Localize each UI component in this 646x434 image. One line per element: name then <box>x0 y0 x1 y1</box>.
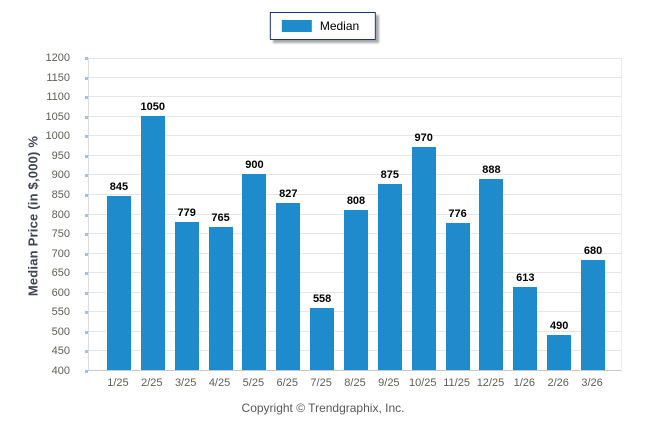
gridline <box>89 193 621 195</box>
x-axis-tick-label: 12/25 <box>476 377 505 389</box>
x-axis-tick-label: 2/25 <box>141 377 163 389</box>
x-axis-tick-label: 9/25 <box>378 377 400 389</box>
copyright-text: Copyright © Trendgraphix, Inc. <box>241 401 405 415</box>
x-axis-tick-label: 5/25 <box>242 377 265 389</box>
x-axis-tick-label: 1/26 <box>513 377 536 389</box>
y-axis-tick <box>85 135 88 139</box>
bar-value-label: 845 <box>109 180 129 193</box>
bar-value-label: 827 <box>279 187 298 200</box>
bar-3/25 <box>174 221 199 370</box>
y-axis-tick <box>85 233 88 237</box>
bar-value-label: 490 <box>550 319 569 332</box>
bar-value-label: 1050 <box>140 100 166 113</box>
x-axis-labels: 1/25 2/25 3/25 4/25 5/25 6/25 7/25 8/25 9/25 10/2… <box>88 377 622 393</box>
x-axis-tick-label: 7/25 <box>310 377 332 389</box>
gridline <box>89 115 621 117</box>
bar-3/26 <box>581 260 606 370</box>
bar-1/25 <box>106 195 131 370</box>
gridline <box>89 76 621 78</box>
plot-area: 845 1050 779 765 900 827 558 808 875 970 776 888 613… <box>85 57 622 373</box>
y-axis-tick-label: 550 <box>51 306 70 319</box>
bar-value-label: 776 <box>448 207 467 220</box>
y-axis-tick-label: 750 <box>51 228 70 241</box>
bar-value-label: 900 <box>245 159 264 172</box>
bar-2/26 <box>547 334 572 370</box>
bar-value-label: 970 <box>414 132 433 144</box>
bar-value-label: 680 <box>583 245 603 258</box>
y-axis-tick <box>85 291 88 295</box>
legend: Median <box>269 12 377 40</box>
bar-11/25 <box>445 222 470 370</box>
bar-8/25 <box>344 210 368 370</box>
bar-4/25 <box>208 227 233 370</box>
y-axis-tick <box>85 272 88 276</box>
y-axis-tick <box>85 252 88 256</box>
bar-value-label: 765 <box>211 212 230 225</box>
y-axis-tick <box>85 154 88 158</box>
x-axis-tick-label: 11/25 <box>443 377 470 389</box>
y-axis-tick-label: 850 <box>51 188 70 201</box>
x-axis-tick-label: 3/26 <box>581 377 603 389</box>
bar-2/25 <box>140 115 165 370</box>
bar-value-label: 613 <box>516 271 535 284</box>
y-axis-tick <box>85 174 88 178</box>
y-axis-tick-label: 450 <box>51 345 70 358</box>
y-axis-tick-label: 1050 <box>45 110 70 123</box>
y-axis-tick-label: 950 <box>51 149 70 162</box>
y-axis-tick-label: 400 <box>51 365 70 377</box>
y-axis-tick-label: 500 <box>51 325 70 338</box>
x-axis-tick-label: 10/25 <box>408 377 437 389</box>
gridline <box>89 58 621 59</box>
x-axis-tick-label: 2/26 <box>547 377 569 389</box>
y-axis-tick-label: 1100 <box>46 91 70 104</box>
y-axis-tick-label: 1150 <box>46 71 70 84</box>
x-axis-tick-label: 8/25 <box>344 377 366 389</box>
y-axis-tick <box>85 96 88 100</box>
y-axis-tick <box>85 76 88 80</box>
bar-value-label: 875 <box>380 169 400 182</box>
x-axis-tick-label: 3/25 <box>174 377 197 389</box>
y-axis-tick-label: 900 <box>51 169 70 182</box>
bar-value-label: 779 <box>177 206 196 219</box>
y-axis-tick-label: 600 <box>51 286 70 299</box>
x-axis-tick-label: 6/25 <box>276 377 298 389</box>
y-axis-tick <box>85 350 88 354</box>
y-axis-tick <box>85 370 88 373</box>
bar-7/25 <box>310 308 335 370</box>
y-axis-tick <box>85 193 88 197</box>
y-axis-tick-label: 650 <box>51 267 70 280</box>
y-axis-tick <box>85 330 88 334</box>
y-axis-labels: 400 450 500 550 600 650 700 750 800 850 900 950 1000… <box>0 52 84 377</box>
y-axis-tick-label: 800 <box>51 208 70 221</box>
bar-value-label: 558 <box>312 293 332 306</box>
bar-9/25 <box>377 184 402 370</box>
legend-label-median: Median <box>319 19 360 33</box>
bar-5/25 <box>242 174 267 370</box>
legend-swatch-median <box>281 20 312 32</box>
gridline <box>89 174 621 176</box>
y-axis-tick-label: 1000 <box>45 130 70 143</box>
y-axis-tick <box>85 57 88 60</box>
bar-value-label: 808 <box>346 195 366 208</box>
bar-value-label: 888 <box>482 164 501 177</box>
x-axis-tick-label: 1/25 <box>107 377 129 389</box>
gridline <box>89 135 621 137</box>
bar-10/25 <box>411 147 436 370</box>
x-axis-tick-label: 4/25 <box>208 377 231 389</box>
y-axis-tick <box>85 311 88 315</box>
y-axis-tick-label: 700 <box>51 247 70 260</box>
bar-6/25 <box>276 202 301 370</box>
gridline <box>89 154 621 156</box>
y-axis-tick <box>85 115 88 119</box>
bar-1/26 <box>513 286 538 370</box>
bar-12/25 <box>479 179 504 370</box>
y-axis-tick-label: 1200 <box>45 52 70 64</box>
y-axis-tick <box>85 213 88 217</box>
gridline <box>89 96 621 98</box>
